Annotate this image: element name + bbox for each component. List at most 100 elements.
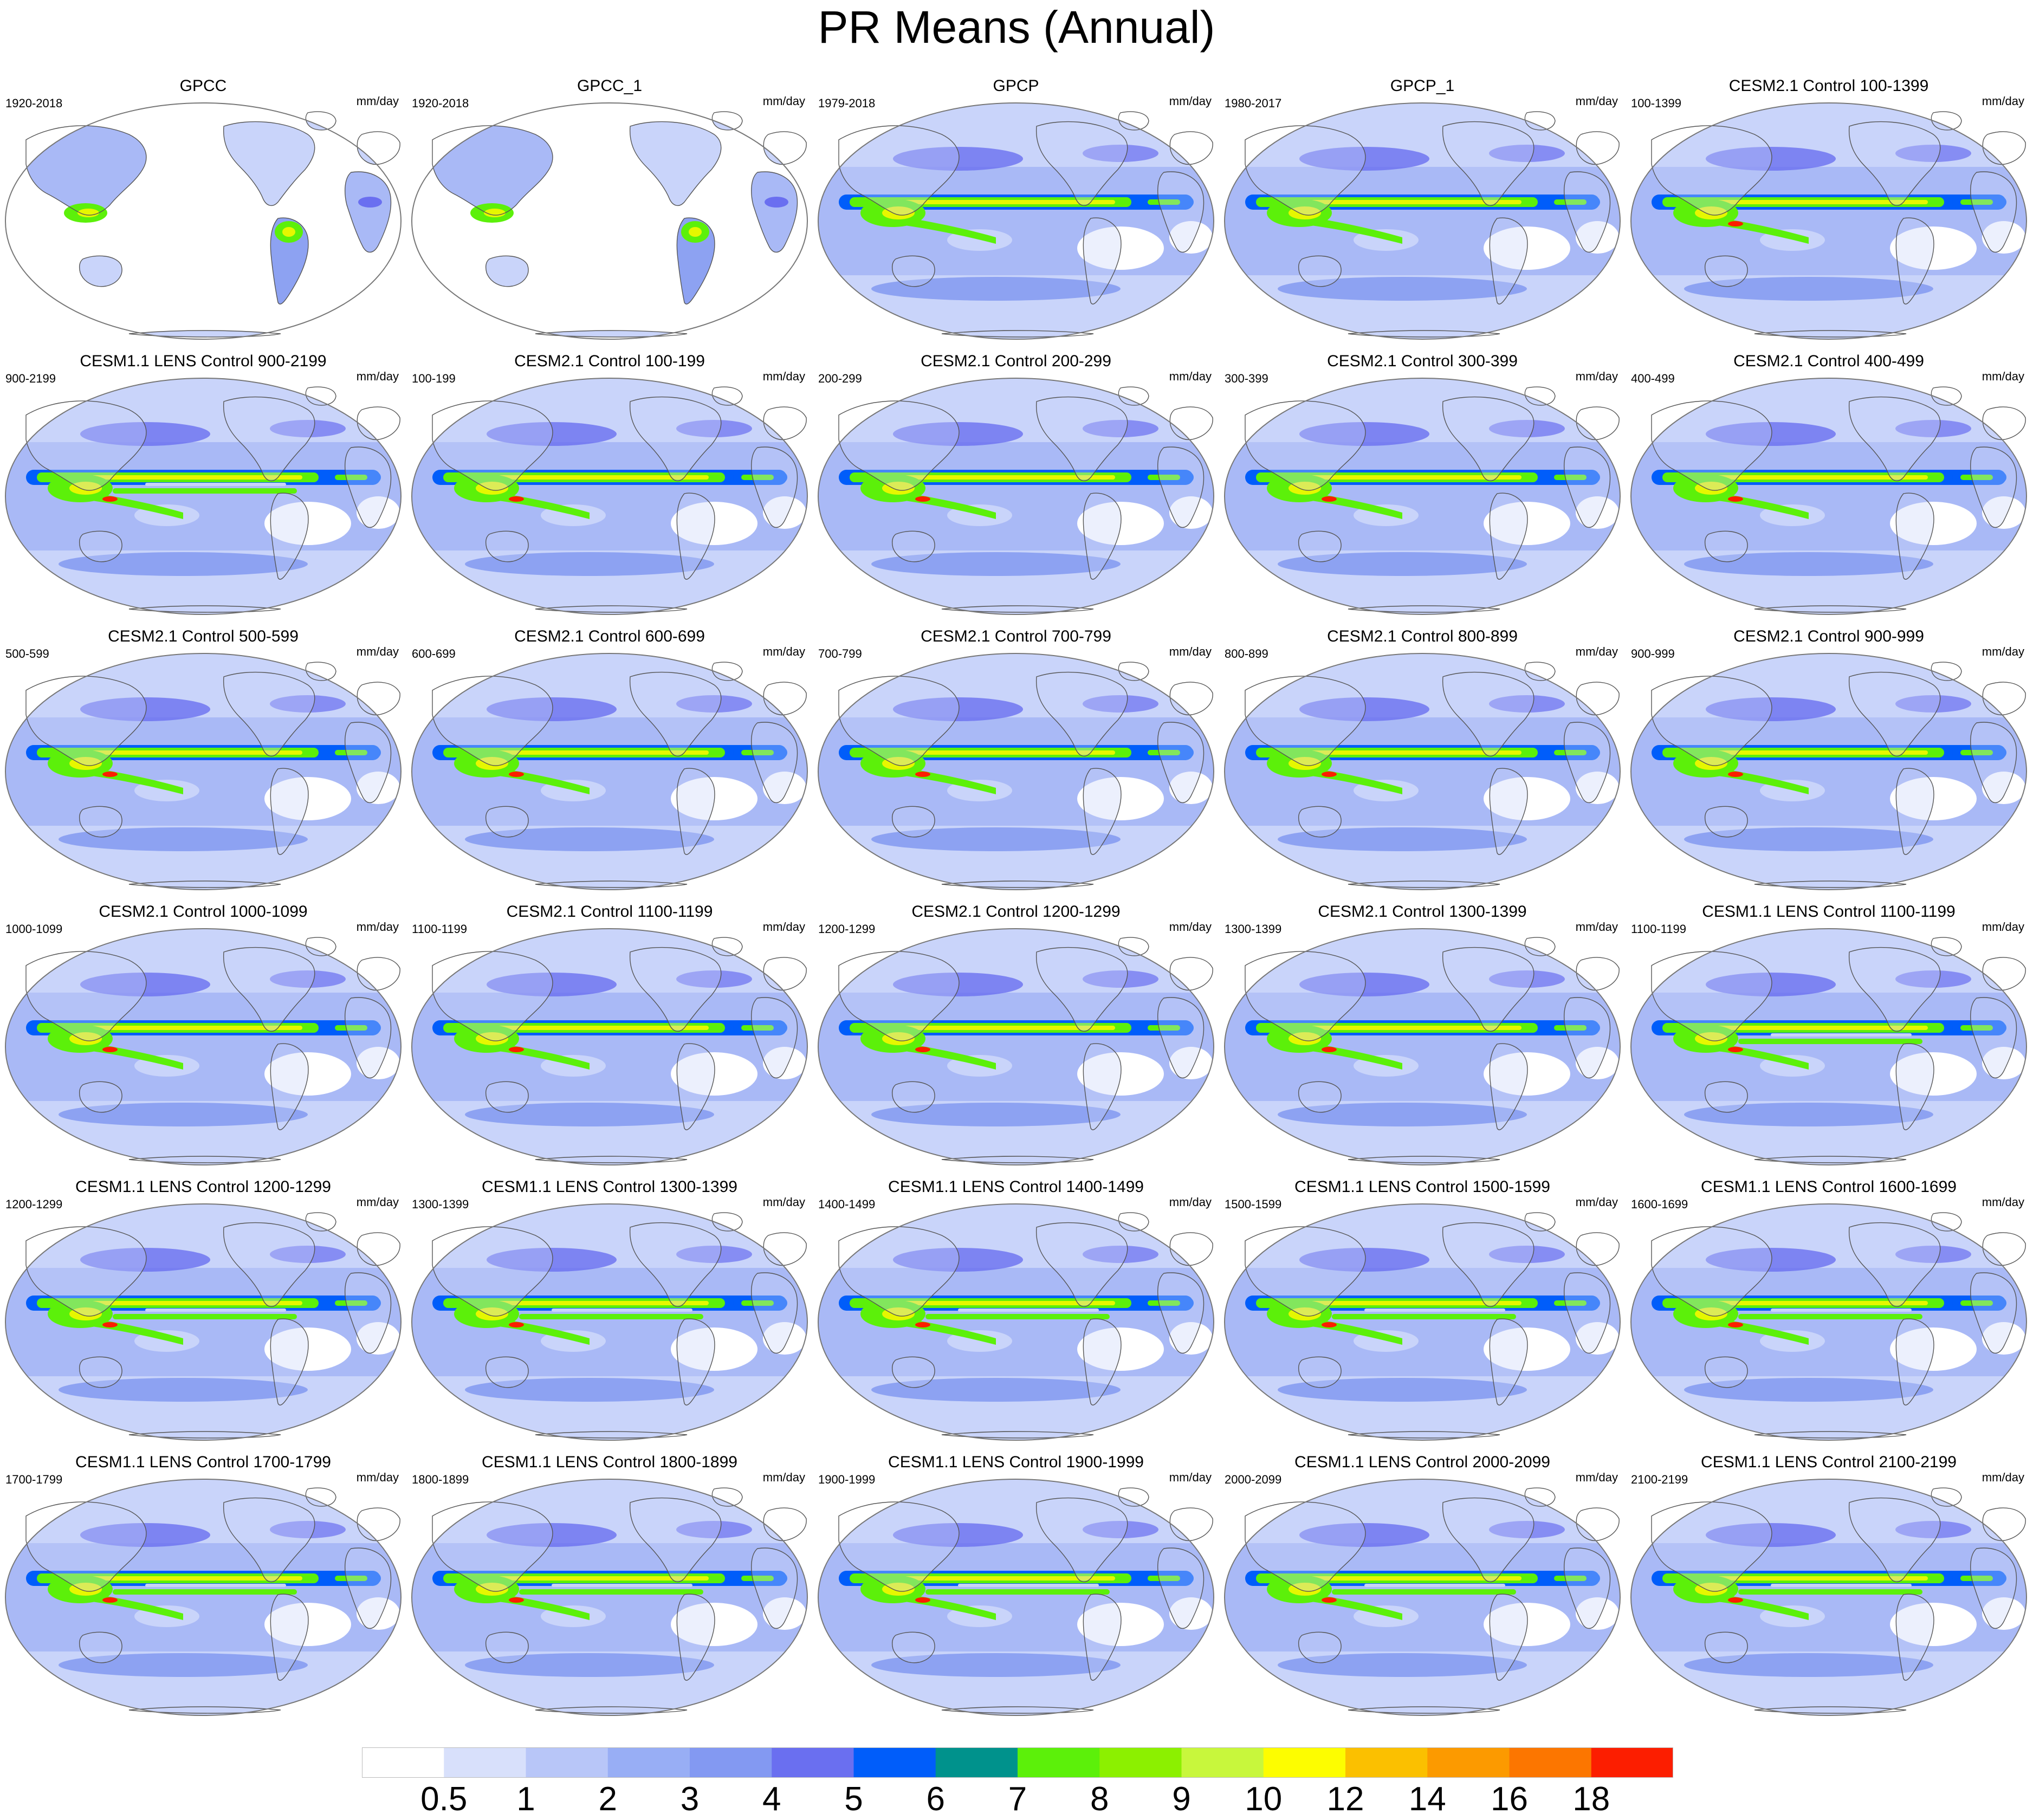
globe-map [1224,653,1621,890]
precip-field [818,929,1214,1165]
panel-period: 1900-1999 [818,1473,876,1486]
map-panel: CESM1.1 LENS Control 1300-1399 1300-1399 m… [406,1178,813,1449]
panel-period: 1200-1299 [818,922,876,936]
globe-map [1224,102,1621,340]
colorbar-tick-label: 18 [1572,1780,1610,1818]
precip-field [1631,1204,2026,1440]
precip-field [1225,1479,1620,1715]
panel-units: mm/day [1169,1195,1212,1209]
colorbar-swatch [1427,1747,1510,1778]
panel-units: mm/day [1575,1471,1618,1484]
map-panel: CESM1.1 LENS Control 900-2199 900-2199 mm/… [0,352,406,623]
precip-field [412,1479,807,1715]
colorbar-tick-label: 9 [1172,1780,1191,1818]
map-panel: CESM2.1 Control 700-799 700-799 mm/day [813,627,1219,898]
panel-units: mm/day [762,370,805,383]
panel-units: mm/day [1982,370,2024,383]
panel-units: mm/day [1982,1471,2024,1484]
map-panel: CESM2.1 Control 600-699 600-699 mm/day [406,627,813,898]
panel-period: 900-2199 [5,372,56,385]
panel-units: mm/day [356,1195,399,1209]
panel-units: mm/day [1575,645,1618,658]
panel-period: 1400-1499 [818,1197,876,1211]
panel-title: CESM2.1 Control 1000-1099 [99,903,308,921]
precip-field [818,1204,1214,1440]
colorbar-swatch [690,1747,772,1778]
panel-title: CESM2.1 Control 500-599 [108,627,299,645]
precip-field [818,653,1214,890]
panel-period: 200-299 [818,372,862,385]
map-panel: CESM2.1 Control 1100-1199 1100-1199 mm/day [406,903,813,1174]
panel-units: mm/day [762,1195,805,1209]
panel-units: mm/day [1169,370,1212,383]
colorbar-tick-label: 4 [762,1780,781,1818]
panel-units: mm/day [1982,1195,2024,1209]
globe-map [1224,1479,1621,1716]
panel-title: CESM1.1 LENS Control 1700-1799 [75,1453,331,1471]
panel-title: CESM2.1 Control 900-999 [1733,627,1924,645]
colorbar-swatch [1263,1747,1346,1778]
panel-units: mm/day [1982,645,2024,658]
map-panel: CESM1.1 LENS Control 2000-2099 2000-2099 m… [1219,1453,1626,1724]
panel-period: 1920-2018 [412,96,469,110]
precip-field [818,378,1214,614]
globe-map [5,928,402,1165]
panel-title: CESM2.1 Control 700-799 [921,627,1111,645]
panel-units: mm/day [1169,1471,1212,1484]
panel-period: 1800-1899 [412,1473,469,1486]
map-panel: CESM1.1 LENS Control 1200-1299 1200-1299 m… [0,1178,406,1449]
precip-field [412,378,807,614]
panel-period: 800-899 [1225,647,1268,660]
colorbar-tick-label: 1 [516,1780,535,1818]
panel-title: CESM1.1 LENS Control 1200-1299 [75,1178,331,1196]
globe-map [818,102,1214,340]
globe-map [818,1203,1214,1441]
panel-title: CESM2.1 Control 200-299 [921,352,1111,370]
colorbar-tick-label: 7 [1008,1780,1027,1818]
globe-map [411,928,808,1165]
map-panel: CESM2.1 Control 1200-1299 1200-1299 mm/day [813,903,1219,1174]
panel-units: mm/day [1575,370,1618,383]
map-panel: CESM2.1 Control 400-499 400-499 mm/day [1626,352,2032,623]
map-panel: CESM1.1 LENS Control 1600-1699 1600-1699 m… [1626,1178,2032,1449]
panel-period: 1300-1399 [1225,922,1282,936]
precip-field [818,1479,1214,1715]
panel-period: 2000-2099 [1225,1473,1282,1486]
globe-map [411,378,808,615]
precip-field [1225,103,1620,339]
precip-field [1225,929,1620,1165]
globe-map [5,378,402,615]
panel-units: mm/day [762,920,805,934]
panel-title: CESM1.1 LENS Control 2000-2099 [1294,1453,1550,1471]
colorbar-swatch [444,1747,526,1778]
colorbar-tick-label: 0.5 [420,1780,468,1818]
panel-title: CESM1.1 LENS Control 1100-1199 [1702,903,1956,921]
panel-units: mm/day [1982,920,2024,934]
precip-field [412,929,807,1165]
colorbar-tick-label: 14 [1408,1780,1446,1818]
panel-period: 1600-1699 [1631,1197,1688,1211]
colorbar-swatch [1345,1747,1428,1778]
globe-map [411,1479,808,1716]
panel-period: 900-999 [1631,647,1675,660]
map-panel: GPCP 1979-2018 mm/day [813,77,1219,348]
panel-period: 600-699 [412,647,456,660]
colorbar-tick-label: 6 [926,1780,945,1818]
colorbar-tick-label: 16 [1491,1780,1528,1818]
panel-title: CESM1.1 LENS Control 1900-1999 [888,1453,1144,1471]
panel-period: 1000-1099 [5,922,63,936]
page-title: PR Means (Annual) [818,2,1215,53]
globe-map [1630,1203,2027,1441]
globe-map [411,1203,808,1441]
precip-field [5,103,401,339]
colorbar-swatch [853,1747,936,1778]
precip-field [5,1479,401,1715]
globe-map [411,102,808,340]
colorbar-swatch [1181,1747,1264,1778]
panel-period: 1100-1199 [1631,922,1686,936]
panel-title: CESM2.1 Control 800-899 [1327,627,1518,645]
panel-units: mm/day [1575,1195,1618,1209]
precip-field [5,653,401,890]
map-panel: GPCC 1920-2018 mm/day [0,77,406,348]
globe-map [818,653,1214,890]
